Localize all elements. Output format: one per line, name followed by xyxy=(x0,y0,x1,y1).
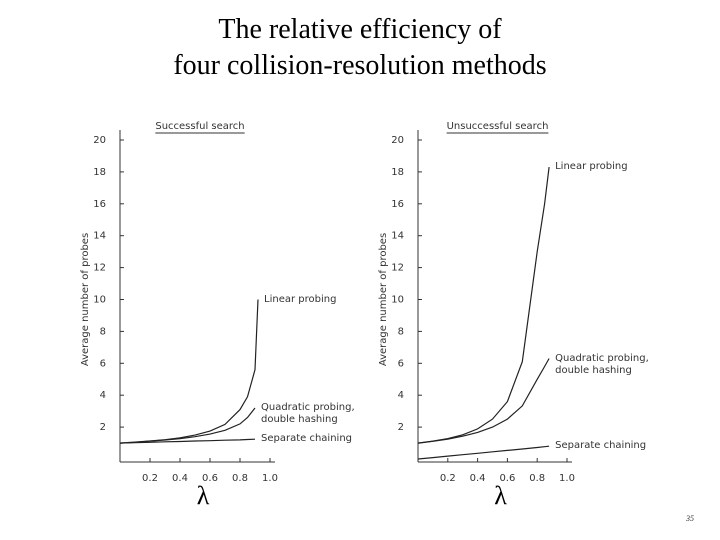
y-axis-label: Average number of probes xyxy=(378,233,389,366)
y-tick-label: 16 xyxy=(93,199,106,210)
x-tick-label: 0.4 xyxy=(172,473,188,484)
y-tick-label: 6 xyxy=(100,358,106,369)
y-axis-label: Average number of probes xyxy=(80,233,91,366)
chart-title: Unsuccessful search xyxy=(447,121,549,132)
series-line xyxy=(119,438,256,444)
x-tick-label: 0.8 xyxy=(232,473,248,484)
y-tick-label: 20 xyxy=(93,135,106,146)
y-tick-label: 18 xyxy=(391,167,404,178)
page-number: 35 xyxy=(686,514,694,523)
x-tick-label: 0.6 xyxy=(202,473,218,484)
x-tick-label: 0.4 xyxy=(470,473,486,484)
y-tick-label: 18 xyxy=(93,167,106,178)
series-label: Linear probing xyxy=(264,293,337,305)
y-tick-label: 6 xyxy=(398,358,404,369)
y-tick-label: 14 xyxy=(93,231,106,242)
x-tick-label: 0.8 xyxy=(529,473,545,484)
x-tick-label: 0.2 xyxy=(440,473,456,484)
x-axis-label: λ xyxy=(494,481,507,510)
series-line xyxy=(417,167,550,444)
x-tick-label: 1.0 xyxy=(559,473,575,484)
series-line xyxy=(119,299,259,444)
series-label: Separate chaining xyxy=(261,433,353,445)
y-tick-label: 2 xyxy=(100,422,106,433)
y-tick-label: 8 xyxy=(398,326,404,337)
x-tick-label: 1.0 xyxy=(262,473,278,484)
slide-title: The relative efficiency of xyxy=(218,14,502,45)
y-tick-label: 12 xyxy=(93,263,106,274)
series-label: Quadratic probing, double hashing xyxy=(261,401,355,425)
y-tick-label: 14 xyxy=(391,231,404,242)
x-tick-label: 0.2 xyxy=(142,473,158,484)
chart-title: Successful search xyxy=(155,121,244,132)
y-tick-label: 10 xyxy=(391,295,404,306)
x-axis-label: λ xyxy=(197,481,210,510)
slide-title: four collision-resolution methods xyxy=(173,50,547,81)
y-tick-label: 2 xyxy=(398,422,404,433)
y-tick-label: 4 xyxy=(100,390,106,401)
y-tick-label: 10 xyxy=(93,295,106,306)
series-label: Separate chaining xyxy=(555,440,647,452)
y-tick-label: 20 xyxy=(391,135,404,146)
x-tick-label: 0.6 xyxy=(499,473,515,484)
y-tick-label: 8 xyxy=(100,326,106,337)
series-line xyxy=(417,358,550,444)
y-tick-label: 4 xyxy=(398,390,404,401)
series-line xyxy=(119,407,256,444)
y-tick-label: 12 xyxy=(391,263,404,274)
series-label: Quadratic probing, double hashing xyxy=(555,352,649,376)
series-label: Linear probing xyxy=(555,161,628,173)
series-line xyxy=(417,445,550,460)
y-tick-label: 16 xyxy=(391,199,404,210)
